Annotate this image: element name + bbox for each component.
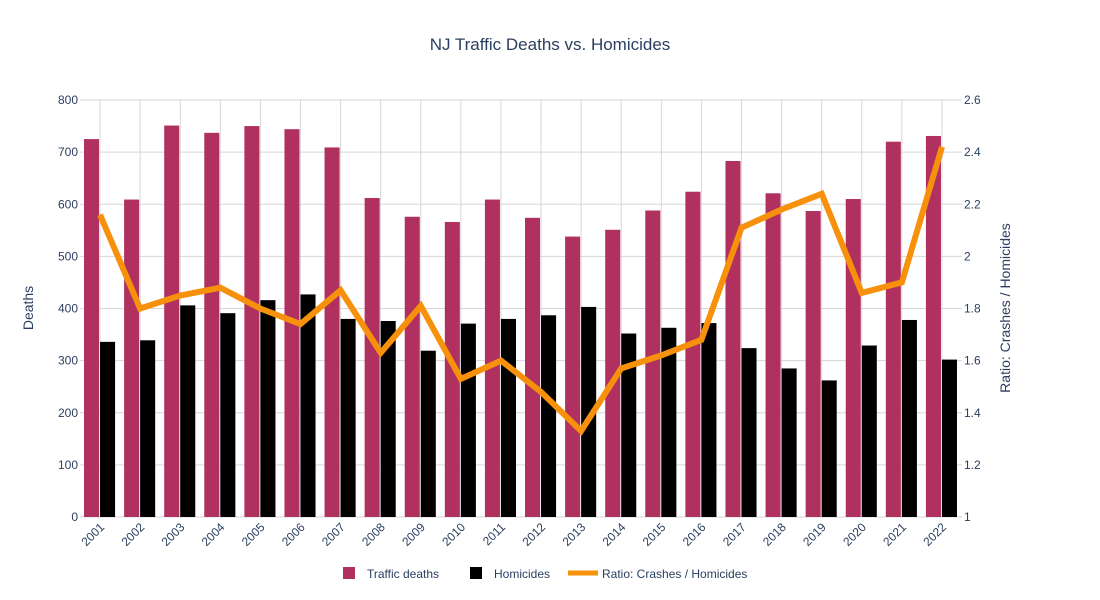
bar-traffic-deaths-2005[interactable] [244,126,260,517]
legend-label-homicides: Homicides [494,567,550,581]
legend-label-ratio: Ratio: Crashes / Homicides [602,567,747,581]
bar-traffic-deaths-2001[interactable] [84,139,100,517]
bar-homicides-2017[interactable] [741,348,757,517]
x-tick-label: 2002 [119,520,148,549]
bar-homicides-2003[interactable] [180,305,196,517]
bar-homicides-2012[interactable] [541,315,557,517]
bar-homicides-2005[interactable] [260,300,276,517]
bar-traffic-deaths-2019[interactable] [805,211,821,517]
legend-swatch-homicides [470,567,482,579]
bar-traffic-deaths-2016[interactable] [685,191,701,518]
x-tick-label: 2011 [480,520,508,548]
bar-traffic-deaths-2017[interactable] [725,160,741,517]
bar-traffic-deaths-2012[interactable] [525,217,541,518]
chart-title: NJ Traffic Deaths vs. Homicides [430,35,671,54]
y-tick-label: 400 [58,302,78,316]
bar-homicides-2010[interactable] [460,323,476,517]
y-axis-title: Deaths [20,286,36,330]
x-tick-label: 2015 [640,520,669,549]
bar-traffic-deaths-2018[interactable] [765,193,781,517]
bar-homicides-2011[interactable] [500,318,516,517]
y-tick-label: 300 [58,354,78,368]
y2-tick-label: 2.6 [964,93,981,107]
bar-homicides-2008[interactable] [380,321,396,517]
y2-tick-label: 1.2 [964,458,981,472]
bar-traffic-deaths-2020[interactable] [845,199,861,517]
bar-traffic-deaths-2008[interactable] [364,197,380,517]
bar-homicides-2004[interactable] [220,313,236,517]
x-tick-label: 2003 [159,520,188,549]
x-tick-label: 2017 [720,520,749,549]
x-tick-label: 2006 [279,520,308,549]
y-tick-label: 0 [71,510,78,524]
legend-item-traffic-deaths[interactable]: Traffic deaths [343,567,439,581]
bar-homicides-2020[interactable] [861,345,877,517]
legend: Traffic deaths Homicides Ratio: Crashes … [343,567,747,581]
x-tick-label: 2019 [800,520,829,549]
bar-traffic-deaths-2007[interactable] [324,147,340,517]
x-tick-label: 2018 [760,520,789,549]
x-tick-label: 2007 [319,520,348,549]
legend-label-traffic-deaths: Traffic deaths [367,567,439,581]
y-tick-label: 800 [58,93,78,107]
bar-traffic-deaths-2002[interactable] [124,199,140,517]
y-tick-label: 700 [58,145,78,159]
x-tick-label: 2005 [239,520,268,549]
line-layer [97,146,945,436]
x-tick-label: 2001 [78,520,107,549]
x-tick-label: 2016 [680,520,709,549]
bar-traffic-deaths-2022[interactable] [925,135,941,517]
bar-traffic-deaths-2013[interactable] [565,236,581,517]
bar-homicides-2016[interactable] [701,323,717,517]
y-tick-label: 100 [58,458,78,472]
bar-homicides-2001[interactable] [100,341,116,517]
y2-tick-label: 2.4 [964,145,981,159]
bar-homicides-2007[interactable] [340,318,356,517]
bar-homicides-2015[interactable] [661,327,677,517]
bar-traffic-deaths-2004[interactable] [204,132,220,517]
y2-tick-label: 1.6 [964,354,981,368]
axes-layer: 0 100 200 300 400 500 600 700 800 1 1.2 1.4 1.6 1.8 2 2… [58,93,981,549]
bar-homicides-2006[interactable] [300,294,316,517]
x-tick-label: 2014 [600,520,629,549]
legend-item-ratio[interactable]: Ratio: Crashes / Homicides [568,567,747,581]
bar-traffic-deaths-2011[interactable] [484,199,500,517]
legend-swatch-traffic-deaths [343,567,355,579]
y-tick-label: 600 [58,197,78,211]
y2-tick-label: 2.2 [964,197,981,211]
bar-traffic-deaths-2015[interactable] [645,210,661,517]
bars-layer [84,125,957,518]
x-tick-label: 2008 [359,520,388,549]
x-tick-label: 2013 [560,520,589,549]
x-tick-label: 2021 [880,520,909,549]
bar-homicides-2018[interactable] [781,368,797,517]
y2-tick-label: 2 [964,249,971,263]
bar-homicides-2014[interactable] [621,333,637,517]
y-tick-label: 500 [58,249,78,263]
x-tick-label: 2009 [399,520,428,549]
y2-axis-title: Ratio: Crashes / Homicides [997,223,1013,393]
legend-item-homicides[interactable]: Homicides [470,567,550,581]
y-tick-label: 200 [58,406,78,420]
bar-traffic-deaths-2009[interactable] [404,216,420,517]
bar-homicides-2002[interactable] [140,340,156,517]
bar-homicides-2021[interactable] [901,319,917,517]
x-tick-label: 2020 [840,520,869,549]
bar-traffic-deaths-2003[interactable] [164,125,180,517]
y2-tick-label: 1 [964,510,971,524]
bar-homicides-2009[interactable] [420,350,436,517]
y2-tick-label: 1.8 [964,302,981,316]
bar-homicides-2022[interactable] [941,359,957,517]
y2-tick-label: 1.4 [964,406,981,420]
line-ratio-crashes-homicides[interactable] [97,146,945,436]
x-tick-label: 2010 [439,520,468,549]
bar-traffic-deaths-2021[interactable] [885,141,901,517]
bar-homicides-2013[interactable] [581,306,597,517]
x-tick-label: 2022 [920,520,949,549]
x-tick-label: 2012 [519,520,548,549]
bar-traffic-deaths-2014[interactable] [605,229,621,517]
x-tick-label: 2004 [199,520,228,549]
bar-homicides-2019[interactable] [821,380,837,517]
